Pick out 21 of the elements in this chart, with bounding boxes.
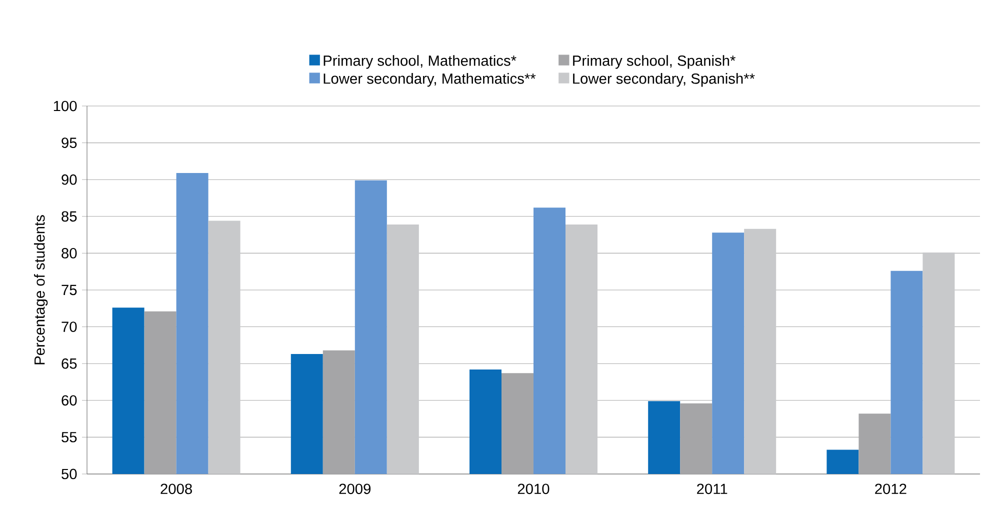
x-tick-label: 2008 [160,484,192,494]
y-tick-label: 60 [62,395,77,406]
x-tick-label: 2011 [697,484,728,494]
y-tick-label: 85 [62,211,77,222]
legend-label: Primary school, Spanish* [573,55,736,69]
legend-label: Lower secondary, Spanish** [573,73,755,87]
x-tick-label: 2010 [518,484,550,494]
y-tick-label: 90 [62,174,77,185]
y-axis-title: Percentage of students [34,215,48,364]
y-tick-label: 75 [62,284,77,296]
y-tick-label: 80 [62,248,77,258]
y-tick-label: 70 [62,322,77,332]
y-tick-label: 55 [62,432,77,442]
x-tick-label: 2012 [875,484,906,494]
y-tick-label: 65 [62,358,77,369]
legend-label: Lower secondary, Mathematics** [324,73,536,87]
y-tick-label: 95 [62,138,77,148]
y-tick-label: 50 [62,468,77,480]
legend-label: Primary school, Mathematics* [324,55,516,69]
y-tick-label: 100 [54,100,77,112]
x-tick-label: 2009 [339,484,371,494]
